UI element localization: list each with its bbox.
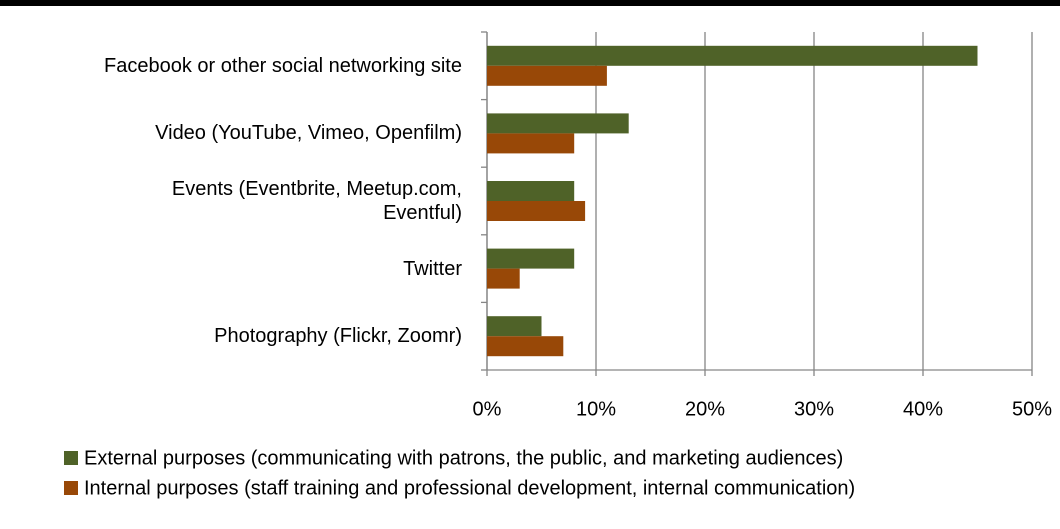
bar [487,316,542,337]
y-tick-label: Facebook or other social networking site [104,54,462,77]
bar [487,65,607,86]
legend-swatch [64,481,78,495]
top-rule [0,0,1060,6]
bar [487,45,978,66]
x-tick-label: 40% [903,398,943,420]
legend-swatch [64,451,78,465]
bar [487,133,575,154]
x-tick-label: 50% [1012,398,1052,420]
legend-label: External purposes (communicating with pa… [84,447,843,469]
y-tick-label: Events (Eventbrite, Meetup.com, Eventful… [171,178,462,224]
x-tick-label: 30% [794,398,834,420]
x-tick-label: 10% [576,398,616,420]
bar [487,181,575,201]
bar [487,248,575,269]
legend-label: Internal purposes (staff training and pr… [84,477,855,499]
y-tick-label: Twitter [403,257,462,280]
y-tick-label: Video (YouTube, Vimeo, Openfilm) [155,122,462,145]
bar [487,336,564,357]
x-tick-label: 20% [685,398,725,420]
bar [487,113,629,134]
bar [487,268,520,289]
y-tick-label: Photography (Flickr, Zoomr) [214,325,462,348]
x-tick-label: 0% [473,398,502,420]
bar [487,201,586,221]
